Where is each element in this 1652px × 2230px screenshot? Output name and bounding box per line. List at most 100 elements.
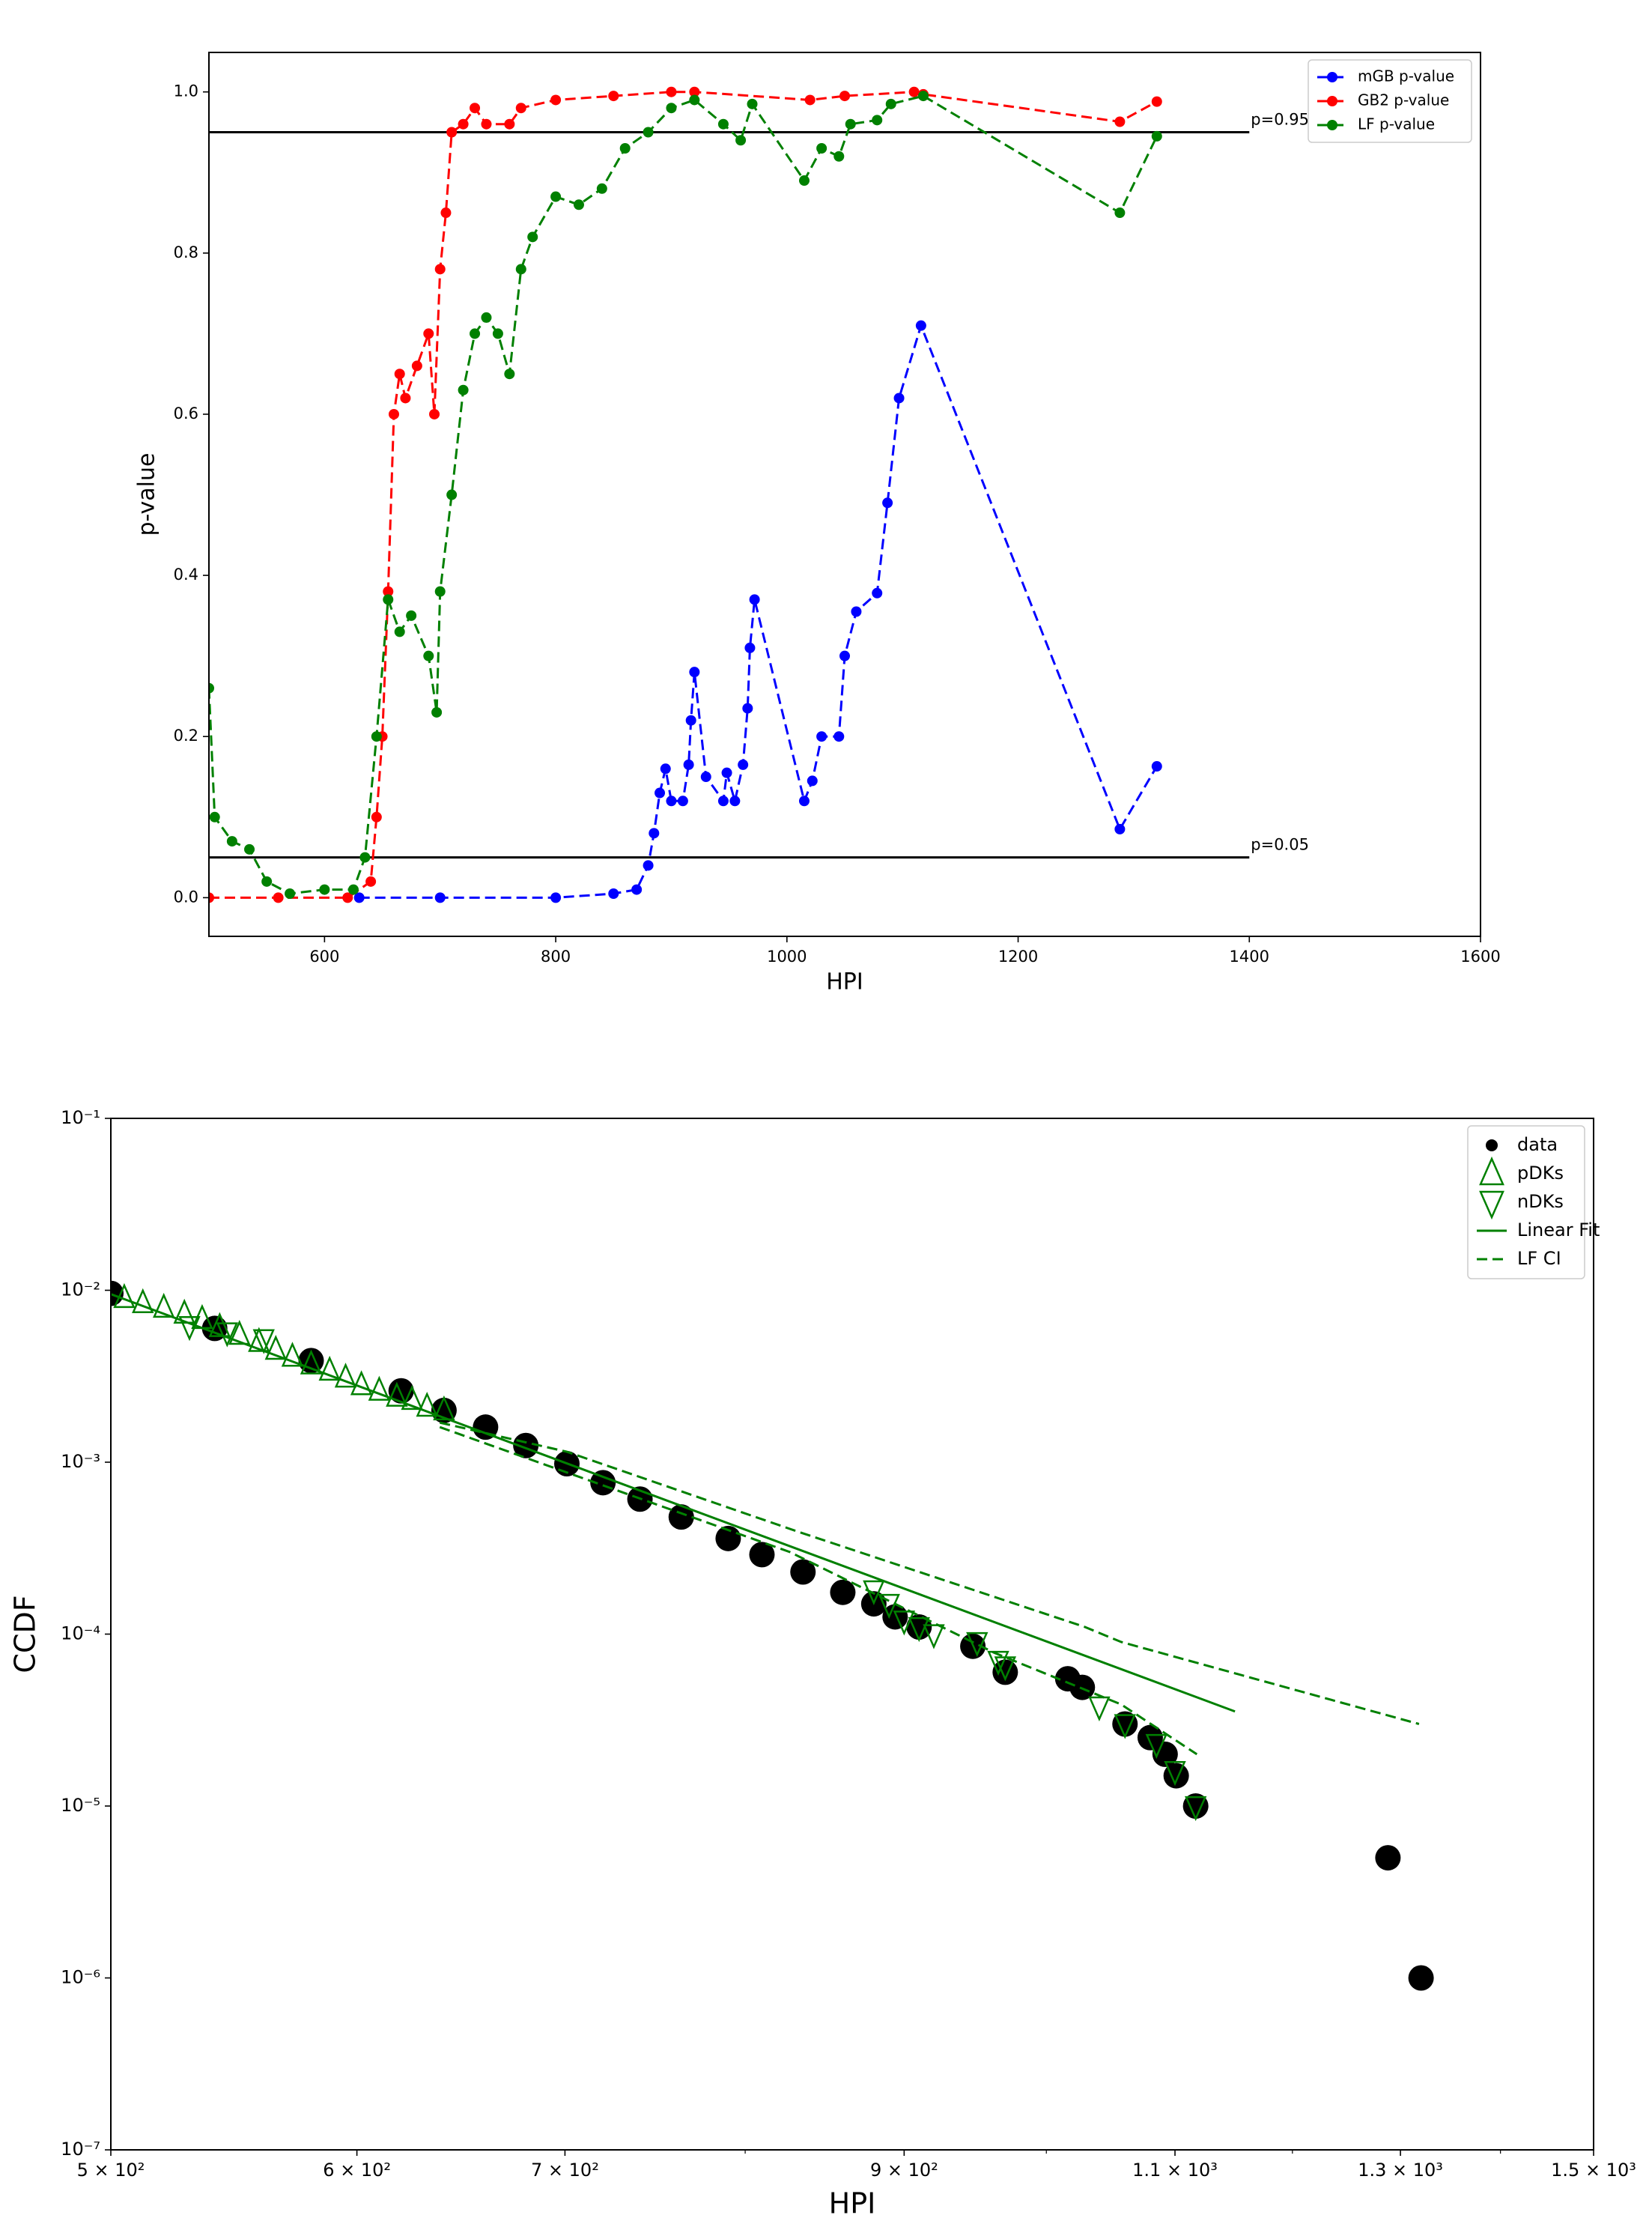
point [649,828,660,839]
point [1069,1674,1096,1700]
point [394,626,405,637]
point [608,888,619,899]
point [747,98,758,109]
point [807,775,818,787]
down-triangle [1088,1696,1111,1722]
point [394,369,405,380]
legend: data pDKs nDKs Linear Fit LF CI [1467,1125,1600,1279]
point [798,175,810,187]
threshold-label: p=0.05 [1251,836,1309,854]
point [619,143,631,154]
legend-label: GB2 p-value [1358,91,1449,109]
legend-label: Linear Fit [1517,1219,1600,1240]
y-tick-label: 0.8 [174,243,198,261]
down-triangle [893,1611,916,1636]
point [1151,761,1162,772]
point [749,1542,775,1568]
y-tick-label: 1.0 [174,82,198,100]
point [833,151,845,162]
point [515,103,526,114]
point [573,199,584,210]
point [1151,130,1162,142]
point [882,497,893,509]
up-triangle [132,1288,154,1314]
point [715,1525,741,1551]
point [359,852,371,863]
up-triangle [228,1319,251,1345]
point [470,103,481,114]
y-tick-label: 10⁻¹ [61,1107,100,1128]
point [406,610,417,621]
point [1114,207,1126,219]
legend-label: mGB p-value [1358,67,1454,85]
series-line [209,94,1158,895]
up-triangle [334,1363,357,1388]
up-triangle [208,1312,231,1337]
up-triangle [300,1349,323,1375]
point [677,796,688,807]
up-triangle [281,1342,304,1367]
down-triangle [923,1624,945,1649]
up-triangle [173,1298,195,1324]
legend: mGB p-value GB2 p-value LF p-value [1308,59,1472,143]
y-tick-label: 10⁻⁵ [61,1795,100,1816]
point [423,650,434,661]
point [830,1579,856,1605]
point [209,811,220,822]
threshold-label: p=0.95 [1251,110,1309,128]
down-triangle [878,1593,900,1620]
point [1112,1711,1138,1737]
point [481,312,492,323]
point [643,127,654,138]
x-tick-label: 5 × 10² [77,2160,145,2181]
y-tick-label: 10⁻⁷ [61,2139,100,2160]
legend-label: nDKs [1517,1191,1564,1212]
point [458,384,469,396]
legend-box [1467,1125,1585,1279]
point [371,811,382,822]
point [383,594,394,605]
point [729,796,741,807]
up-triangle [386,1381,408,1407]
point [504,369,515,380]
point [735,135,747,146]
y-axis-label: CCDF [9,1595,42,1673]
x-tick-label: 1.3 × 10³ [1358,2160,1443,2181]
point [388,408,399,419]
point [1327,120,1337,130]
down-triangle [966,1631,989,1658]
point [1114,116,1126,127]
x-tick-label: 1600 [1460,948,1500,966]
point [400,393,411,404]
point [411,360,422,372]
point [431,1397,457,1423]
point [631,884,643,895]
point [383,586,394,597]
y-axis-label: p-value [134,452,160,536]
y-tick-label: 10⁻⁶ [61,1967,100,1988]
series-line [111,1293,1236,1713]
point [470,328,481,339]
point [273,892,284,903]
point [365,876,377,887]
point [434,586,446,597]
point [839,91,850,102]
down-triangle [252,1329,275,1354]
point [209,682,214,694]
point [353,892,365,903]
x-tick-label: 600 [309,948,339,966]
point [668,1504,694,1530]
point [434,264,446,275]
point [434,892,446,903]
point [655,787,666,799]
point [915,320,926,331]
point [209,892,214,903]
point [845,118,856,130]
down-triangle [987,1650,1009,1676]
point [666,103,677,114]
down-triangle [908,1617,930,1643]
series-line [359,322,1158,899]
x-tick-label: 7 × 10² [531,2160,599,2181]
point [371,731,382,742]
y-tick-label: 0.0 [174,888,198,906]
